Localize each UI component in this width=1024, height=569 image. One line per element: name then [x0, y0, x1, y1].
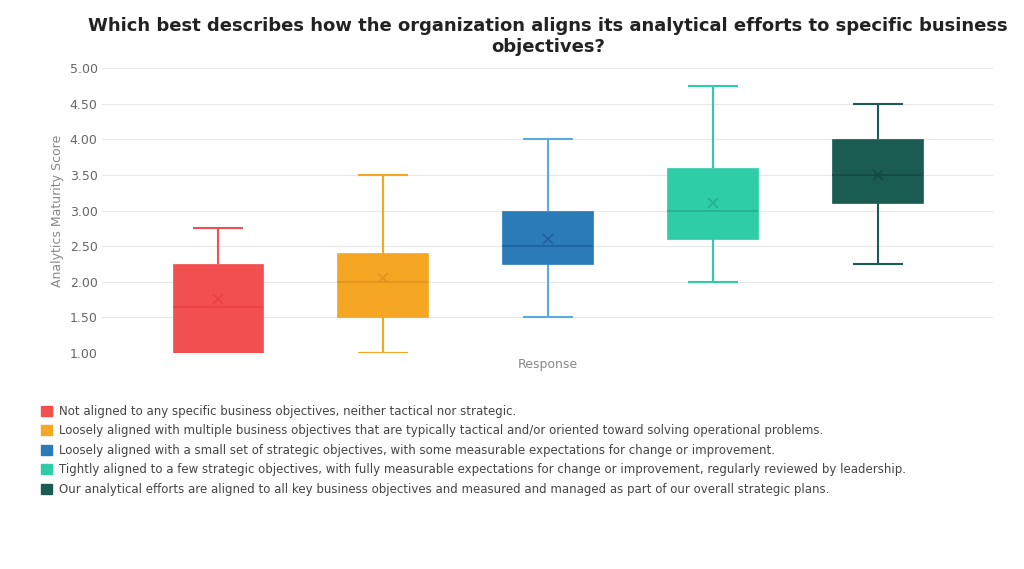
Bar [833, 139, 924, 204]
Bar [668, 168, 758, 239]
Bar [172, 264, 263, 353]
Y-axis label: Analytics Maturity Score: Analytics Maturity Score [51, 134, 63, 287]
Title: Which best describes how the organization aligns its analytical efforts to speci: Which best describes how the organizatio… [88, 17, 1008, 56]
Bar [338, 253, 428, 318]
Bar [503, 211, 593, 264]
X-axis label: Response: Response [518, 358, 578, 372]
Legend: Not aligned to any specific business objectives, neither tactical nor strategic.: Not aligned to any specific business obj… [37, 401, 910, 500]
